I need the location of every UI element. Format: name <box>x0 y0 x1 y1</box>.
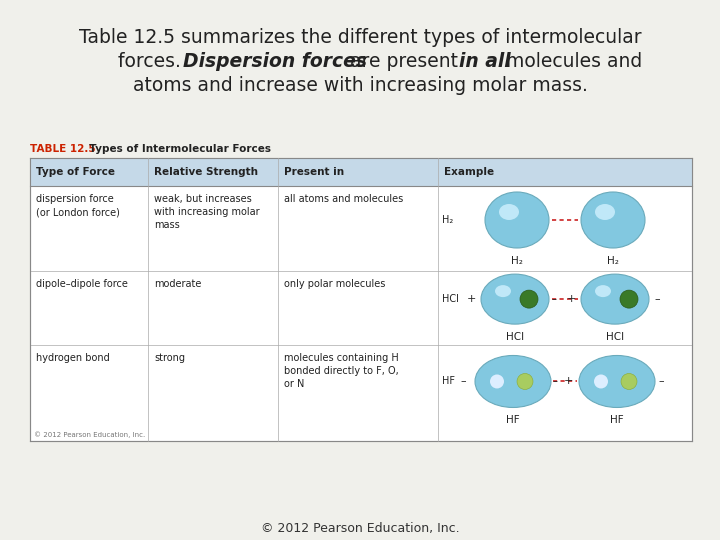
Text: TABLE 12.5: TABLE 12.5 <box>30 144 96 154</box>
Text: H₂: H₂ <box>442 215 454 225</box>
Text: in all: in all <box>459 52 510 71</box>
Ellipse shape <box>579 355 655 408</box>
Ellipse shape <box>595 285 611 297</box>
Text: molecules containing H
bonded directly to F, O,
or N: molecules containing H bonded directly t… <box>284 353 399 389</box>
Text: Table 12.5 summarizes the different types of intermolecular: Table 12.5 summarizes the different type… <box>78 28 642 47</box>
Text: Present in: Present in <box>284 167 344 177</box>
Text: +: + <box>564 376 573 387</box>
Text: –: – <box>658 376 664 387</box>
Text: –: – <box>654 294 660 304</box>
Text: moderate: moderate <box>154 279 202 289</box>
Text: Dispersion forces: Dispersion forces <box>183 52 367 71</box>
Text: hydrogen bond: hydrogen bond <box>36 353 109 363</box>
Ellipse shape <box>595 204 615 220</box>
Text: HF: HF <box>506 415 520 426</box>
Text: HF: HF <box>442 376 455 387</box>
Bar <box>30 158 692 441</box>
Text: molecules and: molecules and <box>500 52 642 71</box>
Text: Example: Example <box>444 167 494 177</box>
Bar <box>30 158 692 186</box>
Ellipse shape <box>581 192 645 248</box>
Text: HCl: HCl <box>506 332 524 342</box>
Text: forces.: forces. <box>118 52 187 71</box>
Text: dipole–dipole force: dipole–dipole force <box>36 279 128 289</box>
Text: HCl: HCl <box>606 332 624 342</box>
Ellipse shape <box>495 285 511 297</box>
Text: Type of Force: Type of Force <box>36 167 115 177</box>
Text: –: – <box>553 376 558 387</box>
Text: +: + <box>467 294 476 304</box>
Ellipse shape <box>490 374 504 388</box>
Text: weak, but increases
with increasing molar
mass: weak, but increases with increasing mola… <box>154 194 260 231</box>
Text: atoms and increase with increasing molar mass.: atoms and increase with increasing molar… <box>132 76 588 95</box>
Text: only polar molecules: only polar molecules <box>284 279 385 289</box>
Ellipse shape <box>587 361 627 402</box>
Text: strong: strong <box>154 353 185 363</box>
Text: H₂: H₂ <box>511 256 523 266</box>
Ellipse shape <box>475 355 551 408</box>
Ellipse shape <box>499 204 519 220</box>
Text: dispersion force
(or London force): dispersion force (or London force) <box>36 194 120 217</box>
Ellipse shape <box>481 274 549 324</box>
Text: H₂: H₂ <box>607 256 619 266</box>
Text: Types of Intermolecular Forces: Types of Intermolecular Forces <box>82 144 271 154</box>
Ellipse shape <box>621 374 637 389</box>
Text: all atoms and molecules: all atoms and molecules <box>284 194 403 204</box>
Text: Relative Strength: Relative Strength <box>154 167 258 177</box>
Ellipse shape <box>594 374 608 388</box>
Text: +: + <box>567 294 576 304</box>
Text: © 2012 Pearson Education, Inc.: © 2012 Pearson Education, Inc. <box>261 522 459 535</box>
Text: HCl: HCl <box>442 294 459 304</box>
Ellipse shape <box>520 290 538 308</box>
Text: © 2012 Pearson Education, Inc.: © 2012 Pearson Education, Inc. <box>34 431 145 438</box>
Ellipse shape <box>620 290 638 308</box>
Ellipse shape <box>581 274 649 324</box>
Ellipse shape <box>485 192 549 248</box>
Ellipse shape <box>483 361 523 402</box>
Text: –: – <box>552 294 557 304</box>
Ellipse shape <box>517 374 533 389</box>
Text: are present: are present <box>344 52 464 71</box>
Text: –: – <box>460 376 466 387</box>
Text: HF: HF <box>610 415 624 426</box>
